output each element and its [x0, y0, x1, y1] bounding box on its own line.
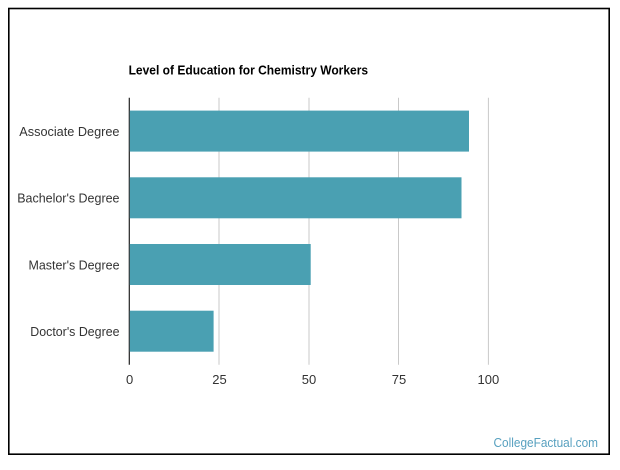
svg-text:CollegeFactual.com: CollegeFactual.com — [494, 436, 599, 450]
svg-text:Associate Degree: Associate Degree — [19, 124, 119, 139]
svg-text:25: 25 — [212, 372, 226, 387]
svg-text:50: 50 — [302, 372, 316, 387]
svg-text:Bachelor's Degree: Bachelor's Degree — [17, 191, 119, 206]
svg-text:Level of Education for Chemist: Level of Education for Chemistry Workers — [129, 62, 369, 77]
svg-text:Master's Degree: Master's Degree — [29, 257, 120, 272]
svg-text:75: 75 — [392, 372, 406, 387]
svg-text:100: 100 — [478, 372, 500, 387]
svg-text:Doctor's Degree: Doctor's Degree — [30, 324, 119, 339]
svg-text:0: 0 — [126, 372, 133, 387]
